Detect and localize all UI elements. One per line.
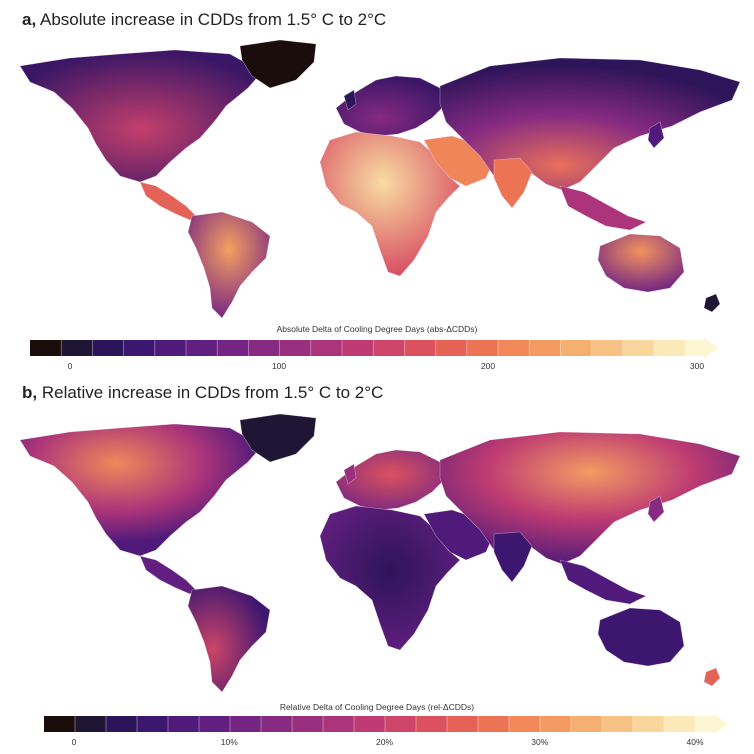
colorbar-segment: [664, 716, 696, 732]
colorbar-segment: [571, 716, 603, 732]
colorbar-segment: [447, 716, 479, 732]
world-map-absolute: [19, 39, 741, 319]
india: [493, 531, 533, 583]
australia: [597, 233, 685, 293]
colorbar-segment: [529, 340, 561, 356]
colorbar-segment: [154, 340, 187, 356]
greenland: [239, 39, 317, 89]
colorbar-a-title: Absolute Delta of Cooling Degree Days (a…: [276, 324, 478, 334]
colorbar-segment: [75, 716, 107, 732]
colorbar-segment: [435, 340, 468, 356]
colorbar-segment: [279, 340, 312, 356]
colorbar-segment: [385, 716, 417, 732]
south-america: [187, 585, 271, 693]
world-map-relative: [19, 413, 741, 693]
colorbar-tick-label: 300: [689, 361, 705, 371]
uk: [343, 89, 357, 111]
colorbar-segment: [230, 716, 262, 732]
australia: [597, 607, 685, 667]
colorbar-segment: [478, 716, 510, 732]
colorbar-segment: [591, 340, 624, 356]
colorbar-arrow: [703, 338, 718, 358]
landmasses-absolute: [19, 39, 741, 319]
colorbar-arrow: [713, 714, 728, 734]
colorbar-segment: [685, 340, 704, 356]
panel-b-title: b, Relative increase in CDDs from 1.5° C…: [22, 383, 383, 403]
colorbar-segment: [310, 340, 343, 356]
colorbar-absolute: [30, 338, 718, 358]
colorbar-tick-label: 10%: [220, 737, 238, 747]
southeast-asia: [559, 185, 647, 231]
colorbar-segment: [186, 340, 218, 356]
colorbar-segment: [30, 340, 62, 356]
panel-a-title-text: Absolute increase in CDDs from 1.5° C to…: [39, 10, 387, 29]
panel-b-title-text: Relative increase in CDDs from 1.5° C to…: [41, 383, 384, 402]
colorbar-segment: [602, 716, 634, 732]
colorbar-segment: [416, 716, 448, 732]
colorbar-tick-label: 30%: [531, 737, 549, 747]
colorbar-segment: [261, 716, 293, 732]
landmasses-relative: [19, 413, 741, 693]
panel-a-title: a, Absolute increase in CDDs from 1.5° C…: [22, 10, 386, 30]
greenland: [239, 413, 317, 463]
colorbar-relative: [44, 714, 728, 734]
colorbar-segment: [404, 340, 437, 356]
central-america: [139, 181, 197, 221]
colorbar-segment: [323, 716, 355, 732]
colorbar-segment: [44, 716, 76, 732]
india: [493, 157, 533, 209]
colorbar-segment: [106, 716, 138, 732]
colorbar-segment: [622, 340, 655, 356]
colorbar-segment: [123, 340, 156, 356]
colorbar-tick-label: 0: [67, 361, 73, 371]
colorbar-segment: [466, 340, 499, 356]
colorbar-segment: [61, 340, 93, 356]
colorbar-segment: [560, 340, 593, 356]
colorbar-segment: [248, 340, 281, 356]
colorbar-segment: [217, 340, 249, 356]
north-america: [19, 49, 263, 183]
colorbar-segment: [509, 716, 541, 732]
colorbar-tick-label: 40%: [686, 737, 704, 747]
colorbar-segment: [199, 716, 231, 732]
colorbar-segment: [373, 340, 405, 356]
japan: [647, 121, 665, 149]
africa: [319, 505, 461, 651]
colorbar-segment: [498, 340, 530, 356]
colorbar-segment: [654, 340, 686, 356]
colorbar-segment: [633, 716, 665, 732]
colorbar-segment: [342, 340, 374, 356]
colorbar-tick-label: 100: [271, 361, 287, 371]
africa: [319, 131, 461, 277]
north-america: [19, 423, 263, 557]
southeast-asia: [559, 559, 647, 605]
colorbar-tick-label: 0: [71, 737, 77, 747]
colorbar-tick-label: 20%: [375, 737, 394, 747]
south-america: [187, 211, 271, 319]
new-zealand: [703, 667, 721, 687]
colorbar-segment: [168, 716, 200, 732]
colorbar-tick-label: 200: [480, 361, 496, 371]
colorbar-segment: [292, 716, 324, 732]
central-america: [139, 555, 197, 595]
colorbar-segment: [137, 716, 169, 732]
panel-a-letter: a,: [22, 10, 37, 29]
colorbar-segment: [354, 716, 386, 732]
colorbar-segment: [92, 340, 125, 356]
japan: [647, 495, 665, 523]
panel-b-letter: b,: [22, 383, 38, 402]
colorbar-segment: [695, 716, 714, 732]
colorbar-segment: [540, 716, 572, 732]
new-zealand: [703, 293, 721, 313]
uk: [343, 463, 357, 485]
colorbar-b-title: Relative Delta of Cooling Degree Days (r…: [279, 702, 475, 712]
